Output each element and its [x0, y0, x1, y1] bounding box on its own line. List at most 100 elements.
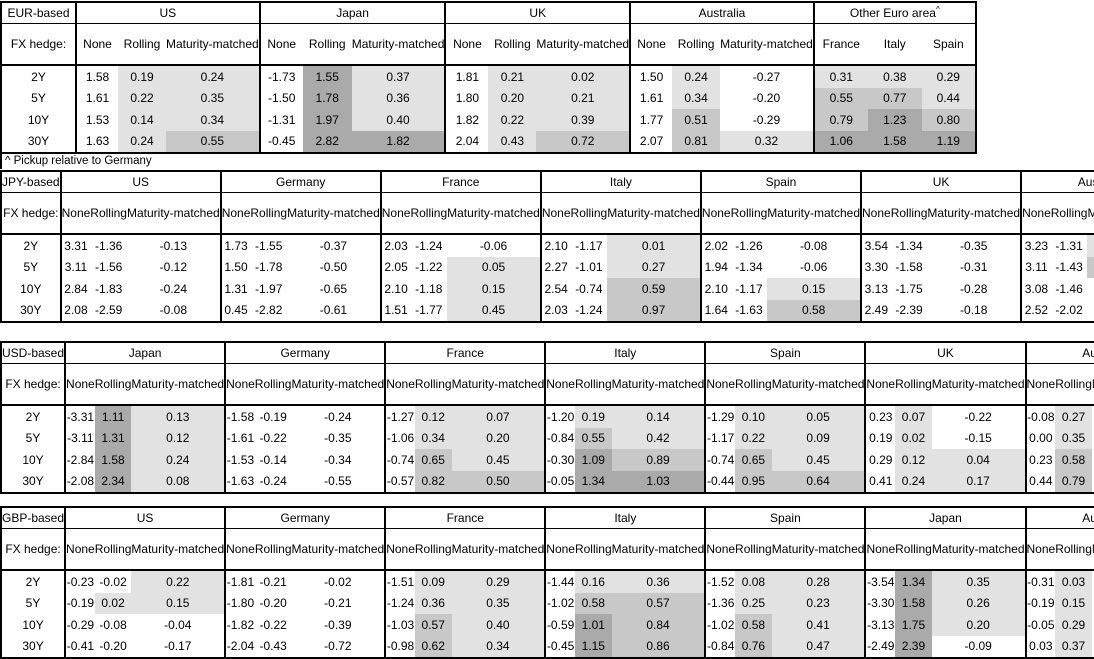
value-cell: 1.01 [575, 614, 612, 636]
value-cell: -0.09 [932, 636, 1026, 659]
hedge-col-header: Rolling [731, 193, 768, 235]
value-cell: -0.24 [255, 471, 292, 494]
value-cell: 0.23 [772, 593, 866, 615]
value-cell: -1.75 [891, 278, 928, 300]
fx-hedge-label: FX hedge: [1, 193, 61, 235]
value-cell: 0.72 [536, 131, 630, 154]
value-cell: 0.86 [612, 636, 706, 659]
value-cell: -0.22 [932, 405, 1026, 428]
value-cell: 1.51 [381, 300, 411, 323]
group-header-label: Italy [610, 175, 632, 189]
group-header-other-euro-area: Other Euro area^ [814, 2, 976, 24]
value-cell: -2.08 [65, 471, 95, 494]
value-cell: 1.50 [630, 65, 672, 88]
hedge-col-header: Rolling [303, 24, 352, 66]
value-cell: 0.29 [922, 65, 976, 88]
value-cell: -2.02 [1051, 300, 1088, 323]
value-cell: 0.35 [932, 570, 1026, 593]
value-cell: 0.31 [814, 65, 868, 88]
group-header-label: Italy [614, 511, 636, 525]
value-cell: 1.80 [445, 88, 488, 110]
value-cell: 0.44 [1026, 471, 1056, 494]
value-cell: 0.84 [612, 614, 706, 636]
value-cell: 0.80 [922, 109, 976, 131]
value-cell: 3.11 [1021, 257, 1051, 279]
value-cell: 2.05 [381, 257, 411, 279]
hedge-col-header: None [65, 529, 95, 571]
hedge-col-header: Maturity-matched [612, 364, 706, 406]
value-cell: 0.03 [1055, 570, 1092, 593]
value-cell: 1.64 [701, 300, 731, 323]
value-cell: 2.49 [861, 300, 891, 323]
value-cell: 0.57 [415, 614, 452, 636]
hedge-col-header: Maturity-matched [291, 364, 385, 406]
group-header-germany: Germany [225, 507, 385, 529]
value-cell: -1.44 [545, 570, 575, 593]
value-cell: -0.34 [291, 449, 385, 471]
value-cell: -1.03 [385, 614, 415, 636]
hedge-col-header: Rolling [255, 529, 292, 571]
hedge-col-header: Rolling [255, 364, 292, 406]
value-cell: -1.24 [385, 593, 415, 615]
group-header-label: Spain [770, 346, 801, 360]
hedge-col-header: Maturity-matched [131, 364, 225, 406]
hedge-col-header: Maturity-matched [166, 24, 260, 66]
hedge-col-header: None [76, 24, 118, 66]
value-cell: -0.74 [571, 278, 608, 300]
value-cell: 0.79 [1055, 471, 1092, 494]
group-header-france: France [385, 342, 545, 364]
hedge-col-header: Rolling [571, 193, 608, 235]
value-cell: -3.31 [65, 405, 95, 428]
group-header-label: US [132, 175, 149, 189]
group-header-australia: Australia [1026, 342, 1094, 364]
value-cell: -1.43 [1051, 257, 1088, 279]
value-cell: 1.09 [575, 449, 612, 471]
value-cell: 0.02 [895, 428, 932, 450]
value-cell: -0.22 [255, 614, 292, 636]
value-cell: 0.55 [814, 88, 868, 110]
value-cell: -1.63 [731, 300, 768, 323]
value-cell: 0.21 [488, 65, 536, 88]
base-currency-label: USD-based [1, 342, 65, 364]
hedge-col-header: Rolling [1055, 529, 1092, 571]
value-cell: -0.41 [65, 636, 95, 659]
value-cell: -0.29 [720, 109, 814, 131]
group-header-australia: Australia [630, 2, 814, 24]
value-cell: -3.30 [865, 593, 895, 615]
value-cell: 1.06 [814, 131, 868, 154]
value-cell: 0.24 [672, 65, 720, 88]
value-cell: 0.58 [735, 614, 772, 636]
value-cell: 0.36 [612, 570, 706, 593]
group-header-label: Germany [280, 346, 329, 360]
value-cell: -0.66 [1087, 300, 1094, 323]
value-cell: -1.31 [1051, 234, 1088, 257]
value-cell: -0.05 [1026, 614, 1056, 636]
value-cell: -0.43 [255, 636, 292, 659]
value-cell: 0.37 [1055, 636, 1092, 659]
value-cell: -1.06 [385, 428, 415, 450]
group-header-label: Spain [770, 511, 801, 525]
value-cell: 0.29 [865, 449, 895, 471]
value-cell: -0.20 [255, 593, 292, 615]
value-cell: 0.09 [415, 570, 452, 593]
tenor-row-label: 2Y [1, 234, 61, 257]
group-header-label: Australia [1082, 346, 1094, 360]
value-cell: -3.54 [865, 570, 895, 593]
value-cell: 0.23 [1026, 449, 1056, 471]
group-header-label: Germany [276, 175, 325, 189]
hedge-col-header: Maturity-matched [1087, 193, 1094, 235]
hedge-col-header: Maturity-matched [932, 529, 1026, 571]
hedge-col-header: Spain [922, 24, 976, 66]
hedge-col-header: Maturity-matched [767, 193, 861, 235]
value-cell: 0.32 [720, 131, 814, 154]
value-cell: 0.37 [352, 65, 446, 88]
hedge-col-header: Rolling [415, 529, 452, 571]
value-cell: -0.39 [292, 614, 386, 636]
value-cell: 1.81 [445, 65, 488, 88]
value-cell: -0.98 [385, 636, 415, 659]
value-cell: 0.03 [1026, 636, 1056, 659]
value-cell: -0.24 [127, 278, 221, 300]
value-cell: 0.01 [607, 234, 701, 257]
value-cell: -1.36 [90, 234, 127, 257]
value-cell: -3.11 [65, 428, 95, 450]
